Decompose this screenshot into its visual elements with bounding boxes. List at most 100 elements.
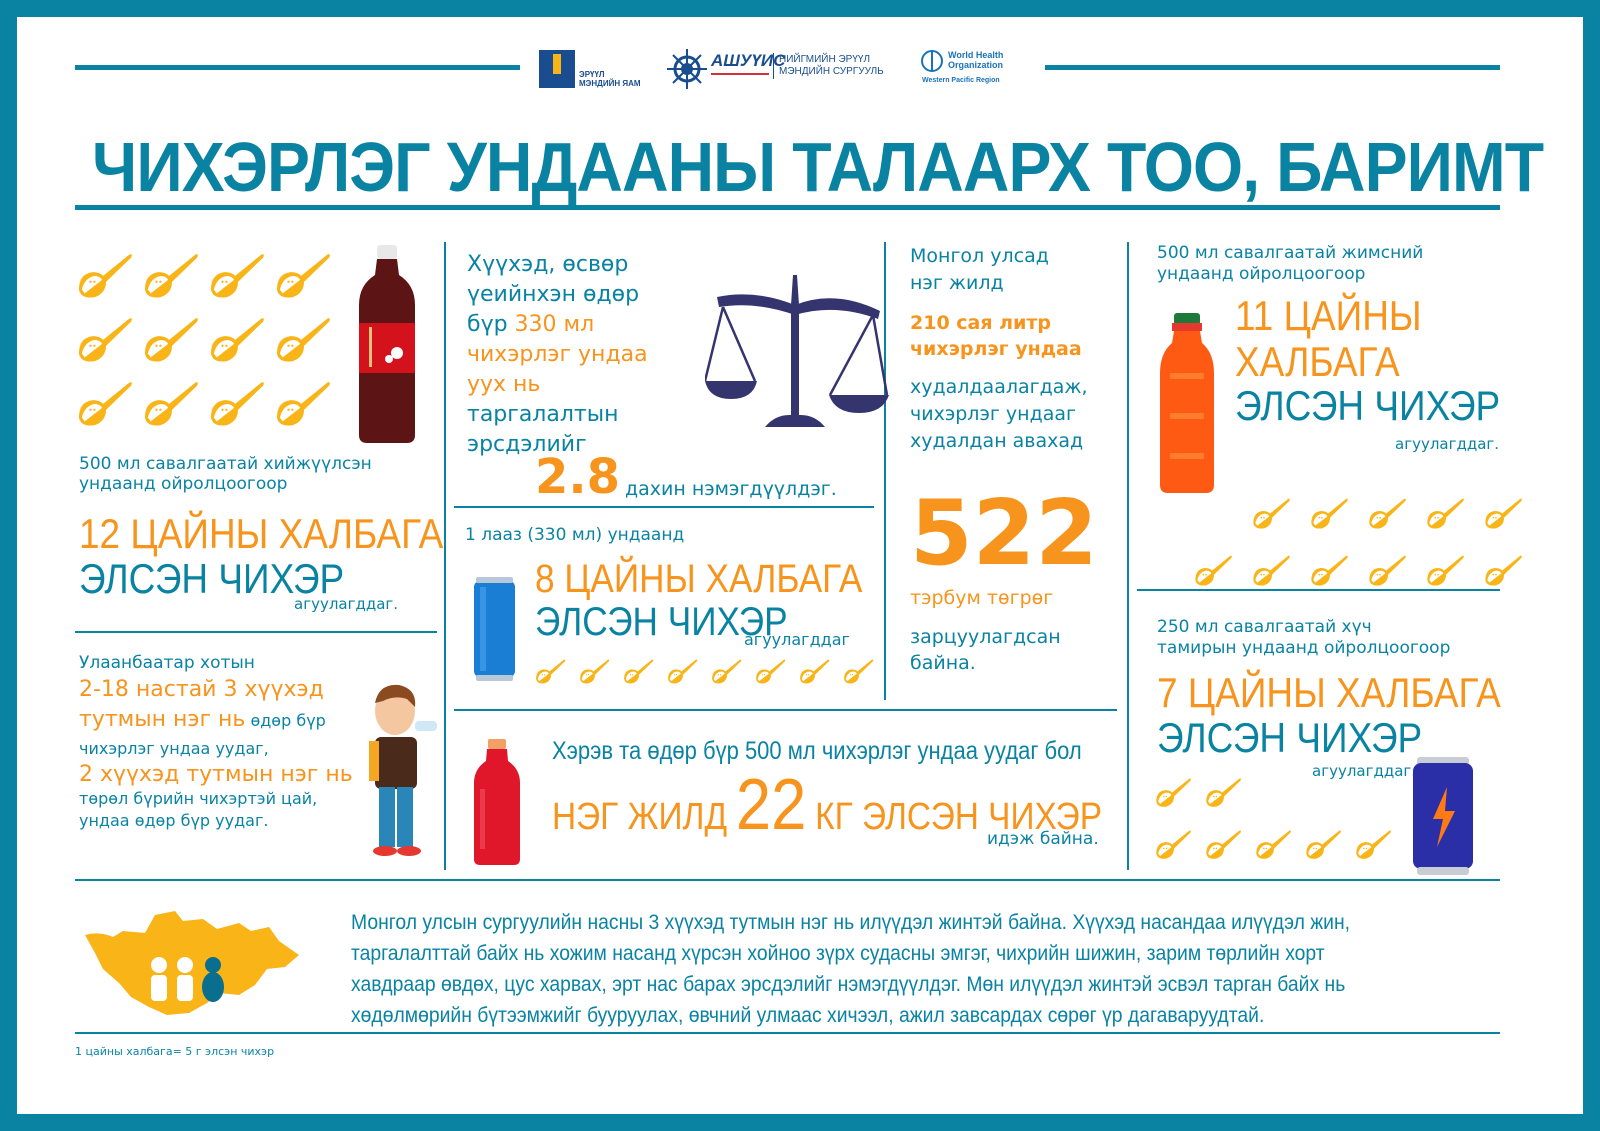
soda-spoon-count: 12 ЦАЙНЫ ХАЛБАГА [79,510,444,557]
market-spend-unit: тэрбум төгрөг [910,587,1054,609]
teaspoon-icon [711,657,743,685]
teaspoon-icon [77,378,135,428]
who-text-line2: Organization [948,60,1004,70]
teaspoon-icon [209,314,267,364]
red-bottle-icon [474,739,520,865]
teaspoon-icon [1155,775,1193,809]
soda-intro: 500 мл савалгаатай хийжүүлсэн ундаанд ой… [79,454,372,494]
header-rule-left [75,65,520,70]
teaspoon-icon [77,250,135,300]
market-volume: 210 сая литр чихэрлэг ундаа [910,312,1082,360]
teaspoon-icon [1205,775,1243,809]
teaspoon-icon [843,657,875,685]
risk-multiplier: 2.8 [535,449,621,505]
page-title: ЧИХЭРЛЭГ УНДААНЫ ТАЛААРХ ТОО, БАРИМТ [92,128,1544,206]
soda-sugar-label: ЭЛСЭН ЧИХЭР [79,555,345,602]
market-body: худалдаалагдаж, чихэрлэг ундааг худалдан… [910,376,1088,452]
soda-tail: агуулагддаг. [294,595,399,613]
spoon-conversion-note: 1 цайны халбага= 5 г элсэн чихэр [75,1045,275,1058]
juice-spoon-count: 11 ЦАЙНЫ ХАЛБАГА [1235,292,1422,385]
teaspoon-icon [1252,495,1292,531]
energy-drink-can-icon [1413,757,1473,875]
teaspoon-icon [1426,552,1466,588]
teaspoon-icon [275,250,333,300]
spoon-grid-12 [77,250,347,450]
juice-tail: агуулагддаг. [1395,435,1500,453]
spoon-row-energy-1 [1155,775,1243,809]
mnums-emblem-icon [667,49,707,89]
can-sugar-label: ЭЛСЭН ЧИХЭР [535,600,788,644]
blue-can-icon [474,577,515,681]
market-spend-number: 522 [910,481,1098,586]
teaspoon-icon [799,657,831,685]
who-region: Western Pacific Region [922,77,1000,84]
title-rule [75,205,1500,210]
juice-intro: 500 мл савалгаатай жимсний ундаанд ойрол… [1157,243,1424,284]
energy-sugar-label: ЭЛСЭН ЧИХЭР [1157,714,1423,761]
teaspoon-icon [1368,552,1408,588]
market-tail: зарцуулагдсан байна. [910,626,1061,674]
teaspoon-icon [755,657,787,685]
divider-col3 [1127,242,1129,870]
poster-frame: ЭРҮҮЛ МЭНДИЙН ЯАМ АШУҮИС НИЙГМИЙН ЭРҮҮЛ … [17,17,1583,1114]
teaspoon-icon [1194,552,1234,588]
spoon-row-juice-2 [1194,552,1524,588]
teaspoon-icon [1368,495,1408,531]
soyombo-emblem-icon [539,50,575,88]
divider-center-mid [454,506,874,508]
boy-drinking-water-icon [369,684,437,856]
teaspoon-icon [1205,827,1243,861]
header-rule-right [1045,65,1500,70]
kids-stat-panel: Улаанбаатар хотын 2-18 настай 3 хүүхэд т… [79,653,353,830]
market-intro: Монгол улсад нэг жилд [910,245,1049,294]
who-emblem-icon [921,50,943,72]
who-text-line1: World Health [948,50,1004,60]
teaspoon-icon [1484,495,1524,531]
teaspoon-icon [1155,827,1193,861]
divider-col1 [444,242,446,870]
teaspoon-icon [143,378,201,428]
energy-spoon-count: 7 ЦАЙНЫ ХАЛБАГА [1157,669,1501,716]
mnums-acronym: АШУҮИС [711,51,786,70]
teaspoon-icon [579,657,611,685]
teaspoon-icon [275,378,333,428]
teaspoon-icon [77,314,135,364]
teaspoon-icon [209,378,267,428]
divider-center-low [454,709,1117,711]
logo-text-line1: ЭРҮҮЛ [579,70,605,79]
mnums-text-line2: МЭНДИЙН СУРГУУЛЬ [779,66,884,77]
teaspoon-icon [1484,552,1524,588]
teaspoon-icon [1255,827,1293,861]
logo-ministry-of-health: ЭРҮҮЛ МЭНДИЙН ЯАМ [539,50,659,100]
spoon-row-energy-2 [1155,827,1393,861]
risk-multiplier-tail: дахин нэмэгдүүлдэг. [625,478,837,500]
divider-col2 [884,242,886,700]
obesity-paragraph: Монгол улсын сургуулийн насны 3 хүүхэд т… [351,910,1351,1027]
teaspoon-icon [1305,827,1343,861]
divider-note [75,1032,1500,1034]
can-tail: агуулагддаг [744,630,850,649]
divider-left-mid [75,631,437,633]
energy-intro: 250 мл савалгаатай хүч тамирын ундаанд о… [1157,617,1451,658]
orange-juice-bottle-icon [1160,313,1214,493]
can-spoon-count: 8 ЦАЙНЫ ХАЛБАГА [535,557,863,601]
spoon-row-juice-1 [1252,495,1524,531]
teaspoon-icon [667,657,699,685]
juice-sugar-label: ЭЛСЭН ЧИХЭР [1235,382,1501,429]
teaspoon-icon [1252,552,1292,588]
teaspoon-icon [275,314,333,364]
teaspoon-icon [623,657,655,685]
mongolia-map-icon [85,911,299,1015]
yearly-tail: идэж байна. [987,829,1099,849]
teaspoon-icon [1426,495,1466,531]
teaspoon-icon [535,657,567,685]
teaspoon-icon [143,250,201,300]
energy-tail: агуулагддаг. [1312,762,1417,780]
divider-footer [75,879,1500,881]
logo-who: World Health Organization Western Pacifi… [920,47,1030,97]
divider-right-mid [1137,589,1500,591]
logo-text-line2: МЭНДИЙН ЯАМ [579,79,641,88]
balance-scale-icon [705,275,889,427]
teaspoon-icon [1355,827,1393,861]
teaspoon-icon [1310,552,1350,588]
